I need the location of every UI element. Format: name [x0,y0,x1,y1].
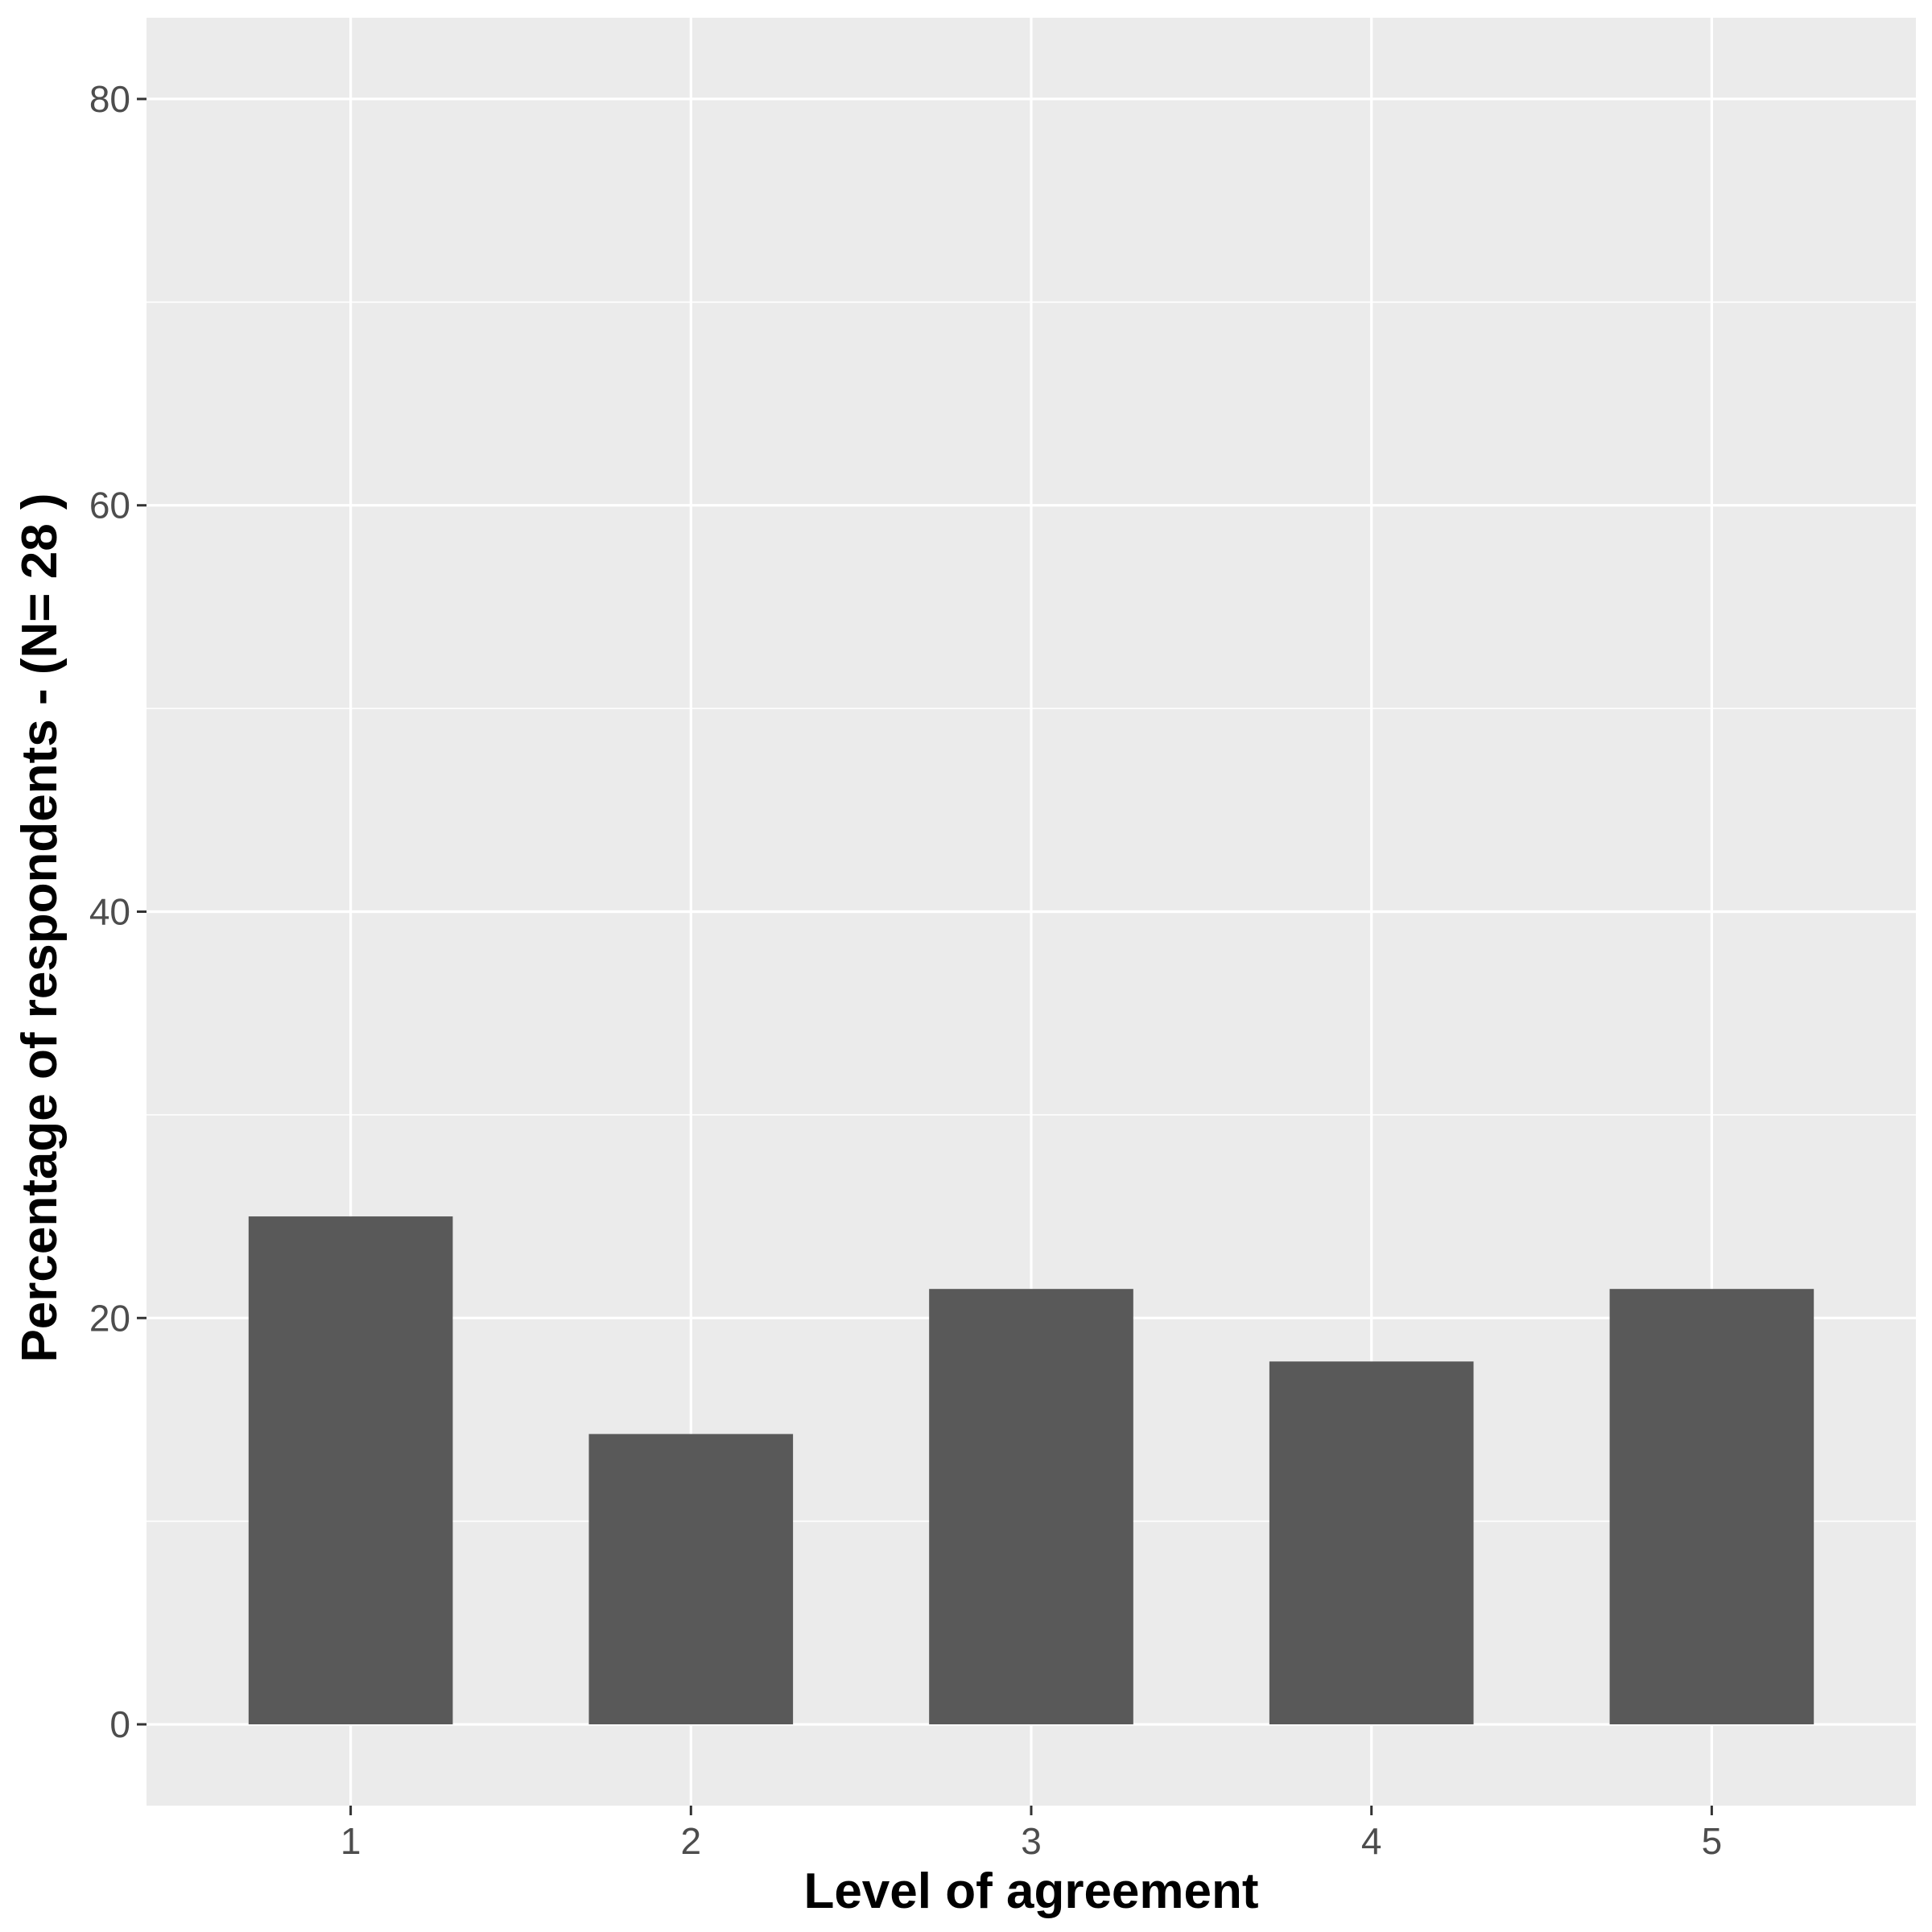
bar-5 [1609,1289,1814,1725]
bars [248,1216,1814,1725]
y-tick-label: 0 [109,1703,130,1745]
x-tick-label: 2 [681,1820,702,1862]
x-tick-label: 3 [1021,1820,1042,1862]
bar-3 [929,1289,1133,1725]
y-tick-label: 20 [89,1297,130,1339]
y-axis-title: Percentage of respondents - (N= 28 ) [12,493,68,1362]
x-tick-label: 1 [341,1820,361,1862]
bar-2 [588,1434,794,1725]
x-tick-label: 5 [1702,1820,1723,1862]
y-tick-label: 80 [89,78,130,120]
y-tick-label: 60 [89,485,130,526]
x-axis: 1 2 3 4 5 [341,1806,1722,1862]
bar-4 [1269,1361,1474,1725]
y-axis: 0 20 40 60 80 [89,78,147,1745]
x-tick-label: 4 [1361,1820,1382,1862]
y-tick-label: 40 [89,891,130,933]
bar-1 [248,1216,453,1725]
x-axis-title: Level of agreement [803,1864,1258,1919]
